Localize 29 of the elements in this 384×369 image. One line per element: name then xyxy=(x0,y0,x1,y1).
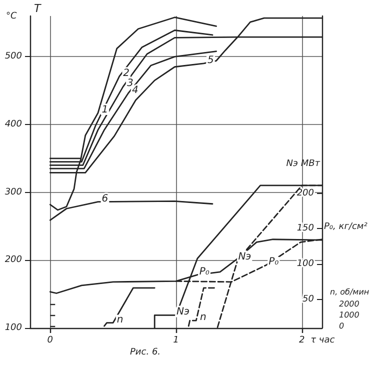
y-axis-title: T xyxy=(34,2,42,15)
series-label: 3 xyxy=(126,78,134,90)
text: P₀, кг/см² xyxy=(324,222,368,232)
y3-tick-label: 0 xyxy=(339,322,344,331)
y3-tick-label: 2000 xyxy=(339,300,360,309)
y3-axis-title: n, об/мин xyxy=(330,288,370,297)
x-tick-label: 2 xyxy=(298,336,305,346)
series-label: 5 xyxy=(208,54,214,66)
text: °C xyxy=(6,12,18,22)
y-tick-label: 100 xyxy=(4,323,22,333)
x-tick-label: 1 xyxy=(173,336,179,346)
series-label: 6 xyxy=(102,193,108,204)
series-label: P₀ xyxy=(268,256,279,268)
x-axis-title: τ час xyxy=(310,336,335,346)
series-label: 1 xyxy=(102,104,108,116)
y-tick-label: 500 xyxy=(4,52,22,62)
series-label: P₀ xyxy=(199,266,210,278)
y-tick-label: 400 xyxy=(4,120,22,130)
series-label: 4 xyxy=(132,84,138,96)
series-label: Nэ xyxy=(176,306,190,318)
y-tick-label: 300 xyxy=(4,187,22,198)
series-label: 2 xyxy=(123,68,130,79)
text: Рис. 6. xyxy=(130,348,161,358)
y3-tick-label: 1000 xyxy=(339,310,360,320)
x-tick-label: 0 xyxy=(47,336,54,346)
y-tick-label: 200 xyxy=(4,255,22,266)
series-label: Nэ xyxy=(238,251,252,262)
series-label: n xyxy=(200,312,206,324)
series-label: n xyxy=(116,314,124,326)
